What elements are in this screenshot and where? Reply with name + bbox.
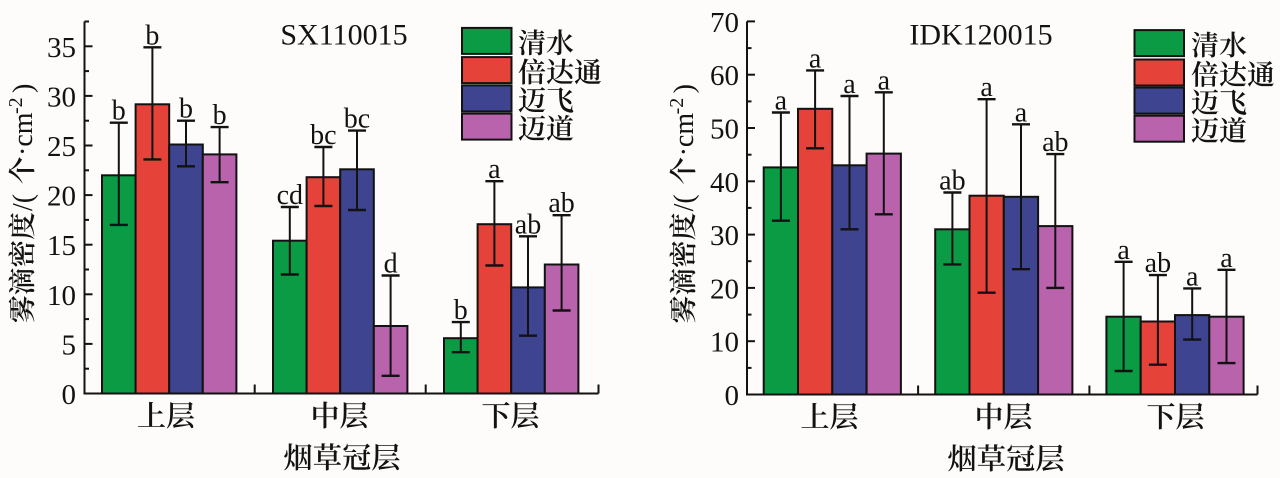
svg-text:cd: cd — [277, 180, 303, 211]
svg-text:a: a — [1220, 243, 1233, 274]
svg-text:/(: /( — [669, 194, 700, 211]
svg-text:40: 40 — [710, 167, 739, 199]
svg-text:60: 60 — [710, 60, 739, 92]
svg-text:-2: -2 — [5, 97, 27, 114]
svg-text:a: a — [980, 72, 993, 103]
svg-text:bc: bc — [310, 120, 336, 151]
svg-text:/(: /( — [8, 194, 39, 211]
svg-text:b: b — [454, 295, 468, 326]
svg-text:-2: -2 — [666, 98, 688, 115]
svg-text:bc: bc — [344, 104, 370, 135]
svg-text:b: b — [145, 20, 159, 51]
svg-text:0: 0 — [62, 379, 77, 411]
svg-text:20: 20 — [710, 273, 739, 305]
svg-text:a: a — [1186, 261, 1199, 292]
svg-text:): ) — [8, 84, 39, 93]
svg-text:70: 70 — [710, 7, 739, 39]
svg-text:ab: ab — [548, 188, 574, 219]
svg-text:10: 10 — [47, 280, 76, 312]
svg-text:b: b — [112, 96, 126, 127]
svg-text:SX110015: SX110015 — [280, 19, 407, 52]
svg-text:50: 50 — [710, 114, 739, 146]
svg-text:b: b — [213, 100, 227, 131]
svg-text:a: a — [488, 154, 501, 185]
svg-text:a: a — [775, 86, 788, 117]
svg-text:25: 25 — [47, 131, 76, 163]
svg-text:b: b — [179, 94, 193, 125]
svg-text:): ) — [669, 84, 700, 93]
svg-text:0: 0 — [725, 380, 740, 412]
svg-text:ab: ab — [939, 166, 965, 197]
svg-text:ab: ab — [515, 209, 541, 240]
svg-text:30: 30 — [47, 81, 76, 113]
svg-text:35: 35 — [47, 32, 76, 64]
svg-text:ab: ab — [1042, 127, 1068, 158]
svg-text:30: 30 — [710, 220, 739, 252]
svg-text:·cm: ·cm — [8, 112, 39, 156]
svg-text:5: 5 — [62, 329, 77, 361]
svg-text:·cm: ·cm — [669, 113, 700, 157]
svg-text:ab: ab — [1145, 248, 1171, 279]
svg-text:a: a — [1117, 235, 1130, 266]
svg-text:a: a — [878, 65, 891, 96]
svg-text:10: 10 — [710, 327, 739, 359]
svg-text:a: a — [809, 43, 822, 74]
svg-text:15: 15 — [47, 230, 76, 262]
svg-text:d: d — [384, 249, 398, 280]
svg-text:IDK120015: IDK120015 — [909, 19, 1052, 52]
svg-text:a: a — [1015, 97, 1028, 128]
svg-text:20: 20 — [47, 181, 76, 213]
svg-text:a: a — [843, 69, 856, 100]
